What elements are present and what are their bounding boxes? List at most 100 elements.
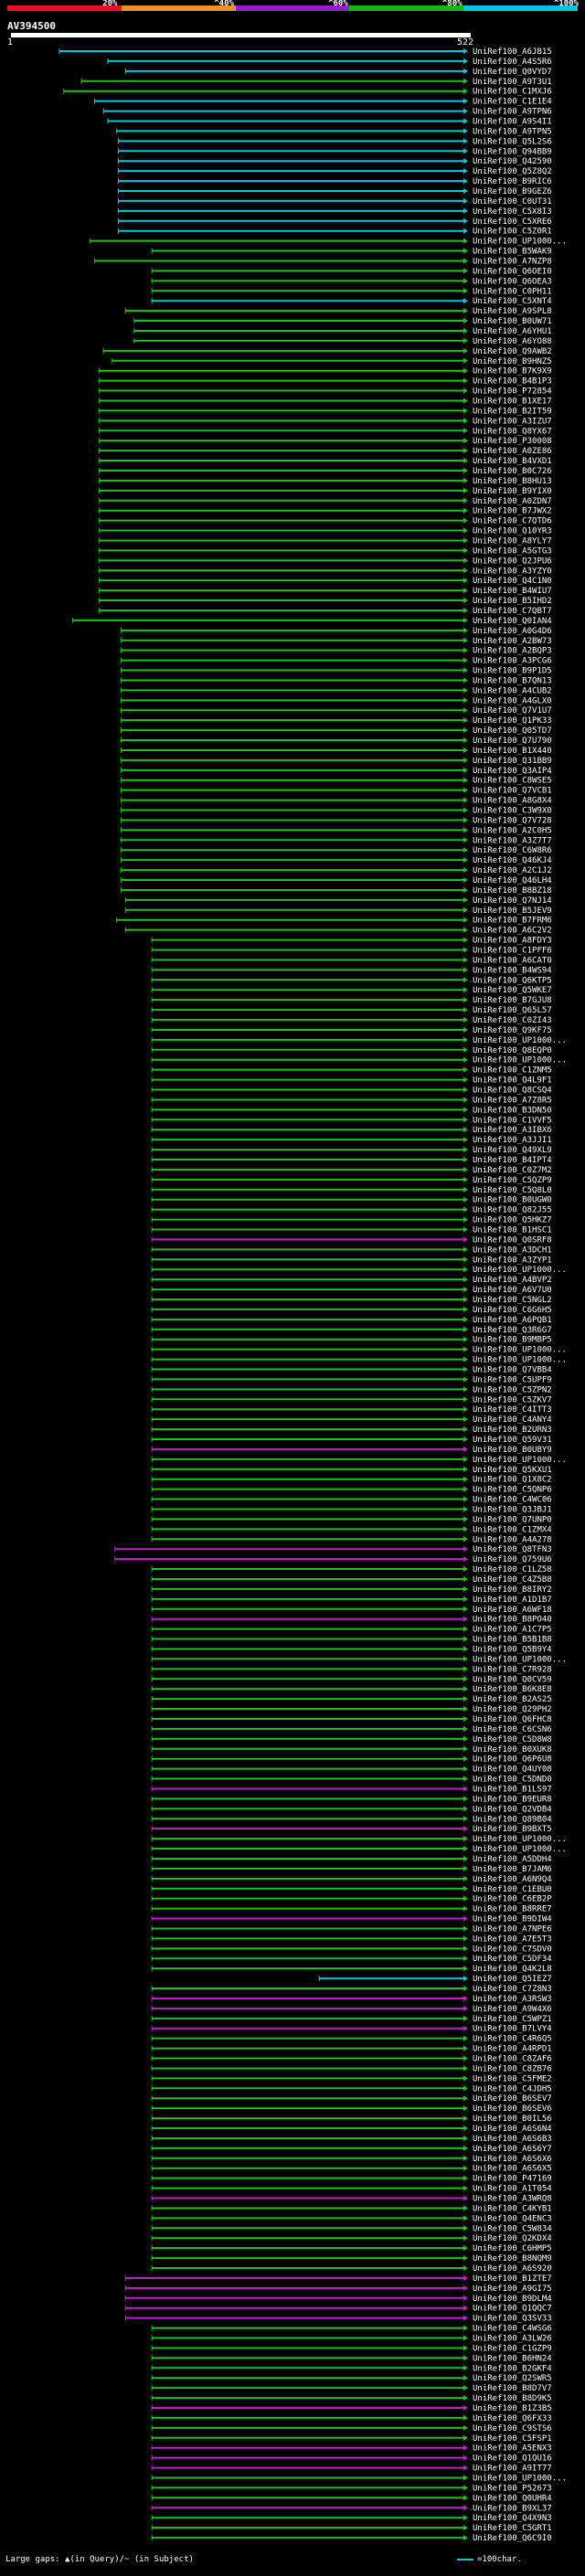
- hit-row[interactable]: UniRef100_Q8YX67: [98, 427, 552, 436]
- hit-row[interactable]: UniRef100_C4Z5B8: [151, 1575, 552, 1585]
- hit-row[interactable]: UniRef100_A3PCG6: [120, 657, 552, 666]
- hit-row[interactable]: UniRef100_A4A278: [151, 1535, 552, 1544]
- hit-label[interactable]: UniRef100_Q05TD7: [473, 726, 552, 736]
- hit-row[interactable]: UniRef100_A3RSW3: [151, 1995, 552, 2004]
- hit-row[interactable]: UniRef100_B9P1D5: [120, 667, 552, 676]
- hit-row[interactable]: UniRef100_C8WSE5: [120, 777, 552, 786]
- hit-label[interactable]: UniRef100_UP1000...: [473, 1036, 567, 1045]
- hit-label[interactable]: UniRef100_A6S6X6: [473, 2155, 552, 2164]
- hit-row[interactable]: UniRef100_B8HU13: [98, 477, 552, 486]
- hit-label[interactable]: UniRef100_A9IT77: [473, 2465, 552, 2474]
- hit-row[interactable]: UniRef100_C6W8R6: [120, 846, 552, 855]
- hit-row[interactable]: UniRef100_UP1000...: [151, 1056, 567, 1065]
- hit-row[interactable]: UniRef100_C3W9X0: [120, 807, 552, 816]
- hit-row[interactable]: UniRef100_Q5Z8Q2: [118, 167, 552, 176]
- hit-row[interactable]: UniRef100_C5NGL2: [151, 1296, 552, 1305]
- hit-label[interactable]: UniRef100_Q82J55: [473, 1206, 552, 1215]
- hit-label[interactable]: UniRef100_B9GEZ6: [473, 187, 552, 196]
- hit-row[interactable]: UniRef100_A6S6X5: [151, 2165, 552, 2174]
- hit-row[interactable]: UniRef100_Q4K2L8: [151, 1965, 552, 1974]
- hit-row[interactable]: UniRef100_Q7VBB4: [151, 1365, 552, 1374]
- hit-label[interactable]: UniRef100_A4GLX0: [473, 696, 552, 705]
- hit-label[interactable]: UniRef100_B5JEV9: [473, 906, 552, 916]
- hit-label[interactable]: UniRef100_C4KYB1: [473, 2204, 552, 2213]
- hit-row[interactable]: UniRef100_Q46LH4: [120, 876, 552, 885]
- hit-label[interactable]: UniRef100_A6S6X5: [473, 2165, 552, 2174]
- hit-row[interactable]: UniRef100_A5ENX3: [151, 2444, 552, 2454]
- hit-label[interactable]: UniRef100_A2C0H5: [473, 826, 552, 835]
- hit-row[interactable]: UniRef100_Q7V728: [120, 816, 552, 825]
- hit-row[interactable]: UniRef100_C5X8I3: [118, 207, 552, 217]
- hit-row[interactable]: UniRef100_C1E1E4: [94, 98, 552, 107]
- hit-label[interactable]: UniRef100_Q4UY08: [473, 1765, 552, 1775]
- hit-label[interactable]: UniRef100_Q46KJ4: [473, 856, 552, 865]
- hit-row[interactable]: UniRef100_C5GRT1: [151, 2524, 552, 2533]
- hit-label[interactable]: UniRef100_UP1000...: [473, 1356, 567, 1365]
- hit-row[interactable]: UniRef100_A1D1B7: [151, 1595, 552, 1605]
- hit-label[interactable]: UniRef100_Q8EQP0: [473, 1046, 552, 1055]
- hit-label[interactable]: UniRef100_A9TPN6: [473, 108, 552, 117]
- hit-row[interactable]: UniRef100_C4WC06: [151, 1496, 552, 1505]
- hit-row[interactable]: UniRef100_B8NQM9: [151, 2254, 552, 2263]
- hit-label[interactable]: UniRef100_Q759U6: [473, 1555, 552, 1564]
- hit-row[interactable]: UniRef100_B6HN24: [151, 2354, 552, 2363]
- hit-label[interactable]: UniRef100_B1LS97: [473, 1785, 552, 1794]
- hit-row[interactable]: UniRef100_B8RRE7: [151, 1905, 552, 1914]
- hit-row[interactable]: UniRef100_B8D9K5: [151, 2394, 552, 2403]
- hit-row[interactable]: UniRef100_C1PFF6: [151, 947, 552, 956]
- hit-row[interactable]: UniRef100_B0XUK8: [151, 1745, 552, 1754]
- hit-row[interactable]: UniRef100_C5FME2: [151, 2074, 552, 2083]
- hit-row[interactable]: UniRef100_C1MXJ6: [63, 88, 552, 97]
- hit-label[interactable]: UniRef100_C5ZKV7: [473, 1395, 552, 1405]
- hit-label[interactable]: UniRef100_A3YZY0: [473, 567, 552, 576]
- hit-label[interactable]: UniRef100_B6SEV7: [473, 2094, 552, 2104]
- hit-row[interactable]: UniRef100_A9T3U1: [80, 78, 552, 87]
- hit-row[interactable]: UniRef100_A7E5T3: [151, 1935, 552, 1944]
- hit-label[interactable]: UniRef100_Q9KF75: [473, 1026, 552, 1035]
- hit-label[interactable]: UniRef100_A9SPL8: [473, 307, 552, 316]
- hit-label[interactable]: UniRef100_C5XRE6: [473, 217, 552, 227]
- hit-row[interactable]: UniRef100_Q0CV59: [151, 1675, 552, 1684]
- hit-label[interactable]: UniRef100_A6CAT0: [473, 956, 552, 965]
- hit-row[interactable]: UniRef100_B2IT59: [98, 407, 552, 416]
- hit-label[interactable]: UniRef100_Q0IAN4: [473, 617, 552, 626]
- hit-label[interactable]: UniRef100_Q1QU16: [473, 2454, 552, 2464]
- hit-label[interactable]: UniRef100_A6S6Y7: [473, 2145, 552, 2154]
- hit-label[interactable]: UniRef100_B4WS94: [473, 966, 552, 975]
- hit-row[interactable]: UniRef100_A3YZY0: [98, 567, 552, 576]
- hit-label[interactable]: UniRef100_Q1PK33: [473, 716, 552, 726]
- hit-label[interactable]: UniRef100_B3DN50: [473, 1106, 552, 1115]
- hit-row[interactable]: UniRef100_C0PH11: [151, 287, 552, 296]
- hit-label[interactable]: UniRef100_Q42590: [473, 157, 552, 166]
- hit-label[interactable]: UniRef100_Q10YR3: [473, 527, 552, 536]
- hit-row[interactable]: UniRef100_C6G6H5: [151, 1306, 552, 1315]
- hit-row[interactable]: UniRef100_A6WF18: [151, 1606, 552, 1615]
- hit-label[interactable]: UniRef100_B4VXD1: [473, 457, 552, 466]
- hit-label[interactable]: UniRef100_C7SDV0: [473, 1945, 552, 1954]
- hit-label[interactable]: UniRef100_Q6C9I0: [473, 2534, 552, 2543]
- hit-label[interactable]: UniRef100_Q3JBJ1: [473, 1505, 552, 1514]
- hit-label[interactable]: UniRef100_A1D1B7: [473, 1595, 552, 1605]
- hit-label[interactable]: UniRef100_C5Q8L0: [473, 1186, 552, 1195]
- hit-row[interactable]: UniRef100_C8ZB76: [151, 2064, 552, 2073]
- hit-label[interactable]: UniRef100_A1T054: [473, 2185, 552, 2194]
- hit-row[interactable]: UniRef100_A9GI75: [124, 2284, 552, 2294]
- hit-label[interactable]: UniRef100_B7JWX2: [473, 507, 552, 516]
- hit-row[interactable]: UniRef100_A6S6N4: [151, 2125, 552, 2134]
- hit-label[interactable]: UniRef100_A4CUB2: [473, 686, 552, 695]
- hit-row[interactable]: UniRef100_B4IPT4: [151, 1156, 552, 1165]
- hit-label[interactable]: UniRef100_Q46LH4: [473, 876, 552, 885]
- hit-label[interactable]: UniRef100_Q0VYD7: [473, 68, 552, 77]
- hit-row[interactable]: UniRef100_A6S6B3: [151, 2135, 552, 2144]
- hit-label[interactable]: UniRef100_Q1QQC7: [473, 2305, 552, 2314]
- hit-row[interactable]: UniRef100_A9W4X6: [151, 2005, 552, 2014]
- hit-label[interactable]: UniRef100_C1E1E4: [473, 98, 552, 107]
- hit-label[interactable]: UniRef100_Q4X9N3: [473, 2514, 552, 2523]
- hit-label[interactable]: UniRef100_A0ZE86: [473, 447, 552, 456]
- hit-row[interactable]: UniRef100_Q42590: [118, 157, 552, 166]
- hit-label[interactable]: UniRef100_A7Z8R5: [473, 1096, 552, 1105]
- hit-label[interactable]: UniRef100_C1VVF5: [473, 1116, 552, 1125]
- hit-row[interactable]: UniRef100_A6S6Y7: [151, 2145, 552, 2154]
- hit-label[interactable]: UniRef100_C6W8R6: [473, 846, 552, 855]
- hit-row[interactable]: UniRef100_C1GZP9: [151, 2344, 552, 2353]
